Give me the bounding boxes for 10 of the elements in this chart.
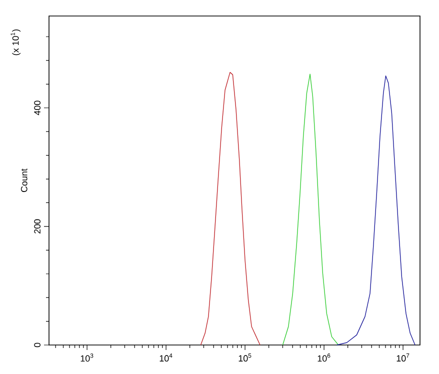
text: (x 10$^{1}$) (10, 29, 21, 56)
y-tick-label: 0 (34, 342, 40, 348)
x-tick-label: 10$^{6}$ (318, 354, 330, 362)
x-tick-label: 10$^{4}$ (160, 354, 172, 362)
x-tick-label: 10$^{7}$ (396, 354, 410, 362)
y-tick-label: 200 (34, 219, 40, 234)
y-tick-label: 400 (34, 100, 40, 116)
x-tick-label: 10$^{5}$ (238, 354, 252, 362)
y-axis-title: Count (20, 168, 28, 192)
x-tick-label: 10$^{3}$ (80, 354, 94, 362)
